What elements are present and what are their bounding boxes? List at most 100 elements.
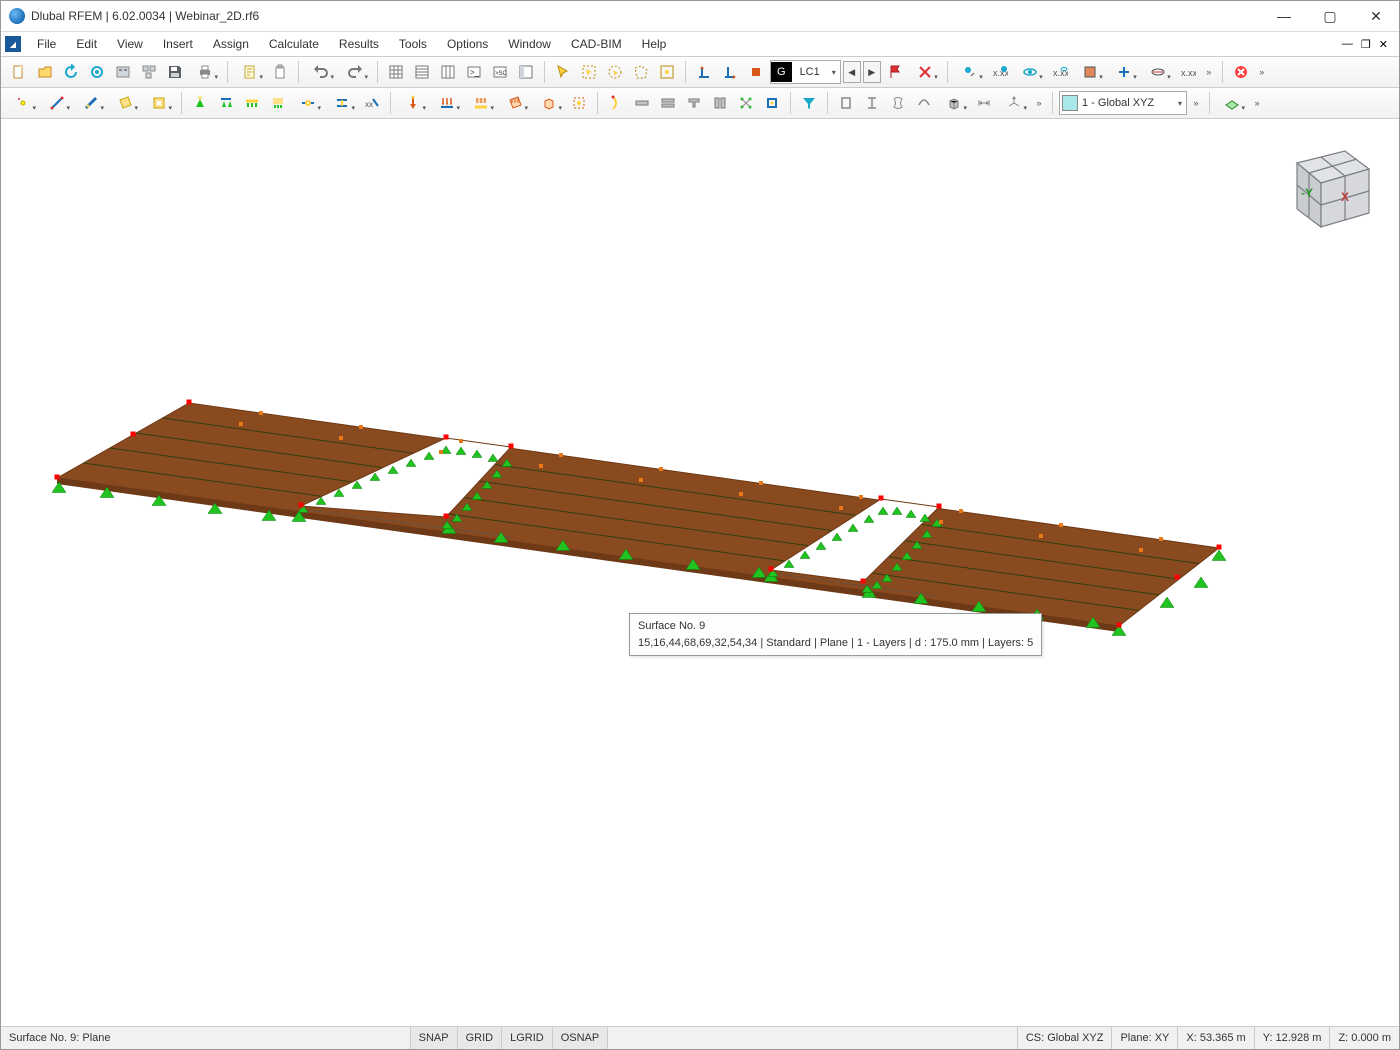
menu-edit[interactable]: Edit [66,34,107,54]
eccentricity-button[interactable] [326,91,358,115]
script-button[interactable]: >SC [488,60,512,84]
support-surface-button[interactable] [266,91,290,115]
support-nodal-button[interactable] [188,91,212,115]
delete-button[interactable] [909,60,941,84]
minimize-button[interactable]: — [1261,1,1307,31]
panel-button[interactable] [514,60,538,84]
close-button[interactable]: ✕ [1353,1,1399,31]
section-3-button[interactable] [886,91,910,115]
project-manager-button[interactable] [111,60,135,84]
construct-6-button[interactable] [760,91,784,115]
menu-window[interactable]: Window [498,34,561,54]
toolbar-expand-2[interactable]: » [1255,67,1269,77]
menu-calculate[interactable]: Calculate [259,34,329,54]
menu-file[interactable]: File [27,34,66,54]
menu-help[interactable]: Help [632,34,677,54]
note-button[interactable] [234,60,266,84]
construct-1-button[interactable] [630,91,654,115]
view-button-2[interactable]: x.xx [988,60,1012,84]
menu-cad-bim[interactable]: CAD-BIM [561,34,632,54]
surface-button[interactable] [109,91,141,115]
construct-2-button[interactable] [656,91,680,115]
redo-button[interactable] [339,60,371,84]
toolbar-expand-4[interactable]: » [1189,98,1203,108]
navigation-cube[interactable]: X -Y [1273,129,1383,239]
workplane-button[interactable] [1216,91,1248,115]
select-window-button[interactable] [577,60,601,84]
align-button-2[interactable] [718,60,742,84]
clipboard-button[interactable] [268,60,292,84]
support-line-button[interactable] [214,91,238,115]
mdi-close-button[interactable]: ✕ [1376,38,1391,51]
new-file-button[interactable] [7,60,31,84]
load-nodal-button[interactable] [397,91,429,115]
view-button-8[interactable]: x.xx [1176,60,1200,84]
align-button-1[interactable] [692,60,716,84]
loadcase-next-button[interactable]: ▶ [863,61,881,83]
loadcase-selector[interactable]: G LC1 ▾ [770,60,841,84]
loadcase-prev-button[interactable]: ◀ [843,61,861,83]
dimension-button[interactable] [972,91,996,115]
extrude-button[interactable] [998,91,1030,115]
section-1-button[interactable] [834,91,858,115]
model-canvas[interactable] [1,119,1399,1026]
section-2-button[interactable] [860,91,884,115]
rigid-link-button[interactable]: xx [360,91,384,115]
cancel-button[interactable] [1229,60,1253,84]
status-grid-button[interactable]: GRID [458,1027,503,1049]
model-settings-button[interactable] [85,60,109,84]
menu-tools[interactable]: Tools [389,34,437,54]
menu-view[interactable]: View [107,34,153,54]
console-button[interactable]: >_ [462,60,486,84]
line-button[interactable] [41,91,73,115]
solid-button[interactable] [938,91,970,115]
status-osnap-button[interactable]: OSNAP [553,1027,609,1049]
viewport[interactable]: X -Y Surface No. 9 15,16,44,68,69,32,54,… [1,119,1399,1026]
view-button-7[interactable] [1142,60,1174,84]
menu-assign[interactable]: Assign [203,34,259,54]
select-button[interactable] [551,60,575,84]
construct-4-button[interactable] [708,91,732,115]
load-free-button[interactable] [567,91,591,115]
node-button[interactable] [7,91,39,115]
undo-button[interactable] [305,60,337,84]
imperfection-button[interactable] [604,91,628,115]
mdi-restore-button[interactable]: ❐ [1358,38,1374,51]
select-circle-button[interactable] [603,60,627,84]
save-button[interactable] [163,60,187,84]
support-member-button[interactable] [240,91,264,115]
app-logo-icon[interactable]: ◢ [5,36,21,52]
menu-options[interactable]: Options [437,34,498,54]
load-member-button[interactable] [465,91,497,115]
table-button-2[interactable] [410,60,434,84]
view-button-5[interactable] [1074,60,1106,84]
section-4-button[interactable] [912,91,936,115]
view-button-4[interactable]: x.xx [1048,60,1072,84]
menu-results[interactable]: Results [329,34,389,54]
flag-button[interactable] [883,60,907,84]
status-lgrid-button[interactable]: LGRID [502,1027,553,1049]
print-button[interactable] [189,60,221,84]
hinge-button[interactable] [292,91,324,115]
toolbar-expand-3[interactable]: » [1032,98,1046,108]
filter-button[interactable] [797,91,821,115]
view-button-6[interactable] [1108,60,1140,84]
load-line-button[interactable] [431,91,463,115]
mdi-minimize-button[interactable]: — [1339,38,1356,51]
toolbar-expand-1[interactable]: » [1202,67,1216,77]
opening-button[interactable] [143,91,175,115]
table-button-1[interactable] [384,60,408,84]
menu-insert[interactable]: Insert [153,34,203,54]
maximize-button[interactable]: ▢ [1307,1,1353,31]
status-snap-button[interactable]: SNAP [411,1027,458,1049]
coord-system-selector[interactable]: 1 - Global XYZ ▾ [1059,91,1187,115]
construct-3-button[interactable] [682,91,706,115]
view-button-1[interactable] [954,60,986,84]
toolbar-expand-5[interactable]: » [1250,98,1264,108]
table-button-3[interactable] [436,60,460,84]
view-button-3[interactable] [1014,60,1046,84]
load-solid-button[interactable] [533,91,565,115]
open-file-button[interactable] [33,60,57,84]
select-special-button[interactable] [655,60,679,84]
construct-5-button[interactable] [734,91,758,115]
